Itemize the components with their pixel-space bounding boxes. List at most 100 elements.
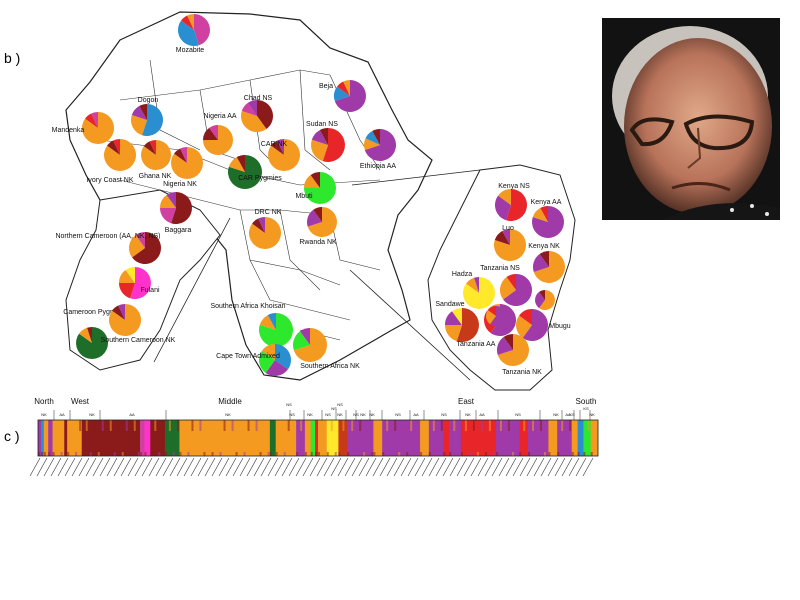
- bar-noise: [93, 420, 96, 431]
- bar-noise: [523, 420, 526, 431]
- population-tick: [92, 457, 104, 477]
- bar-segment: [338, 420, 348, 456]
- pie-slice: [171, 192, 192, 225]
- pie-label: Cape Town Admixed: [216, 353, 280, 360]
- pie-chart: Cape Town Admixed: [216, 344, 291, 377]
- population-tick: [484, 457, 496, 477]
- bar-noise: [492, 452, 495, 456]
- bar-noise: [330, 420, 333, 431]
- population-tick: [316, 457, 328, 477]
- pie-slice: [128, 235, 145, 258]
- pie-chart: Tanzania NK: [496, 334, 542, 376]
- population-tick: [99, 457, 111, 477]
- population-tick: [113, 457, 125, 477]
- pie-chart: Mozabite: [176, 14, 210, 54]
- pie-slice: [304, 175, 320, 188]
- pie-slice: [267, 313, 276, 330]
- bar-segment: [275, 420, 297, 456]
- pie-chart: Luo: [493, 225, 526, 261]
- bar-noise: [79, 420, 82, 431]
- bar-noise: [137, 452, 140, 456]
- population-tick: [323, 457, 335, 477]
- bar-noise: [176, 420, 179, 431]
- pie-slice: [131, 115, 147, 136]
- population-tick: [134, 457, 146, 477]
- pie-slice: [75, 327, 108, 360]
- pie-slice: [252, 218, 265, 233]
- bar-noise: [322, 420, 324, 431]
- pie-slice: [258, 217, 265, 233]
- population-tick: [85, 457, 97, 477]
- bar-noise: [507, 420, 510, 431]
- pie-label: Beja: [319, 83, 333, 90]
- population-tick: [491, 457, 503, 477]
- bar-segment: [443, 420, 450, 456]
- group-label: NK: [465, 412, 471, 417]
- bar-noise: [109, 420, 112, 431]
- bar-plot-frame: [37, 419, 599, 457]
- stacked-group-label: NS: [337, 402, 343, 407]
- pie-chart: Northern Cameroon (AA, NK, NS): [55, 232, 161, 264]
- population-tick: [302, 457, 314, 477]
- bar-noise: [351, 420, 354, 431]
- pie-slice: [135, 232, 145, 248]
- bar-noise: [162, 420, 165, 431]
- pie-slice: [187, 14, 194, 30]
- pie-label: Hadza: [452, 271, 472, 278]
- bar-segment: [420, 420, 430, 456]
- bar-noise: [129, 452, 132, 456]
- pie-slice: [241, 103, 257, 116]
- population-tick: [239, 457, 251, 477]
- bar-noise: [484, 452, 487, 456]
- pie-slice: [495, 195, 511, 221]
- bar-segment: [382, 420, 421, 456]
- pie-slice: [277, 139, 284, 155]
- pie-label: Ivory Coast NK: [86, 177, 133, 184]
- pie-slice: [143, 141, 156, 155]
- bar-noise: [56, 420, 59, 431]
- group-label: AA: [479, 412, 485, 417]
- pie-slice: [209, 125, 218, 140]
- pie-slice: [262, 344, 275, 360]
- bar-noise: [355, 452, 358, 456]
- population-tick: [435, 457, 447, 477]
- pie-slice: [334, 80, 366, 113]
- bar-noise: [71, 420, 74, 431]
- pie-label: Ethiopia AA: [360, 163, 397, 170]
- bar-noise: [443, 452, 446, 456]
- pie-slice: [334, 86, 350, 101]
- population-tick: [57, 457, 69, 477]
- population-tick: [176, 457, 188, 477]
- bar-noise: [291, 452, 294, 456]
- pie-slice: [194, 14, 210, 46]
- bar-segment: [318, 420, 328, 456]
- bar-noise: [125, 420, 128, 431]
- pie-slice: [533, 254, 549, 272]
- population-tick: [463, 457, 475, 477]
- pie-label: Tanzania NK: [502, 369, 542, 376]
- pie-chart: Ivory Coast NK: [86, 139, 136, 184]
- population-tick: [477, 457, 489, 477]
- bar-segment: [38, 420, 42, 456]
- bar-noise: [60, 452, 63, 456]
- panel-label-b: b ): [4, 50, 21, 66]
- population-tick: [365, 457, 377, 477]
- population-tick: [470, 457, 482, 477]
- stacked-group-label: NS: [286, 402, 292, 407]
- bar-noise: [373, 452, 376, 456]
- bar-noise: [577, 452, 580, 456]
- population-tick: [561, 457, 573, 477]
- pie-slice: [139, 104, 147, 120]
- bar-noise: [394, 420, 397, 431]
- pie-slice: [181, 15, 194, 30]
- bar-noise: [402, 420, 405, 431]
- bar-noise: [315, 452, 318, 456]
- pie-slice: [130, 267, 151, 299]
- pie-chart: Kenya AA: [531, 199, 564, 238]
- bar-noise: [215, 420, 218, 431]
- bar-segment: [449, 420, 462, 456]
- bar-noise: [587, 420, 590, 431]
- bar-noise: [187, 452, 190, 456]
- pie-label: Nigeria AA: [203, 113, 236, 120]
